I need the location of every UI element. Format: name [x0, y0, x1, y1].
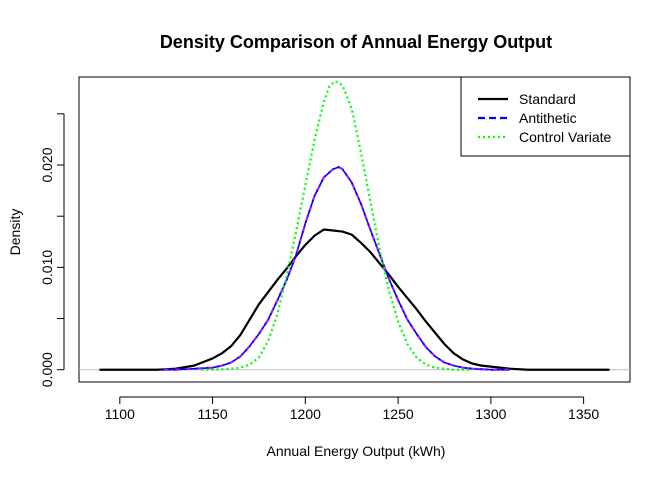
y-axis-label: Density [7, 209, 23, 256]
series-line-antithetic [162, 166, 510, 371]
plot-frame [78, 76, 631, 383]
y-tick-label: 0.010 [39, 250, 55, 285]
legend-box [460, 76, 631, 157]
x-tick-label: 1200 [290, 406, 321, 422]
x-axis: 1100 1150 1200 1250 1300 1350 [105, 396, 599, 422]
series-line-control-variate [201, 79, 473, 371]
series-line-standard [99, 228, 610, 371]
x-tick-label: 1350 [568, 406, 599, 422]
y-tick-label: 0.020 [39, 147, 55, 182]
y-axis: 0.000 0.010 0.020 [39, 113, 65, 387]
legend-label-antithetic: Antithetic [519, 110, 577, 126]
legend-label-control-variate: Control Variate [519, 129, 612, 145]
x-tick-label: 1300 [475, 406, 506, 422]
legend-label-standard: Standard [519, 91, 576, 107]
legend: Standard Antithetic Control Variate [460, 76, 631, 157]
chart-title: Density Comparison of Annual Energy Outp… [160, 32, 552, 52]
series-line-antithetic-underlay [162, 165, 510, 371]
x-tick-label: 1100 [105, 406, 135, 422]
y-tick-label: 0.000 [39, 352, 55, 387]
x-axis-label: Annual Energy Output (kWh) [267, 443, 446, 459]
x-tick-label: 1150 [198, 406, 228, 422]
plot-area [78, 76, 631, 383]
x-tick-label: 1250 [383, 406, 414, 422]
